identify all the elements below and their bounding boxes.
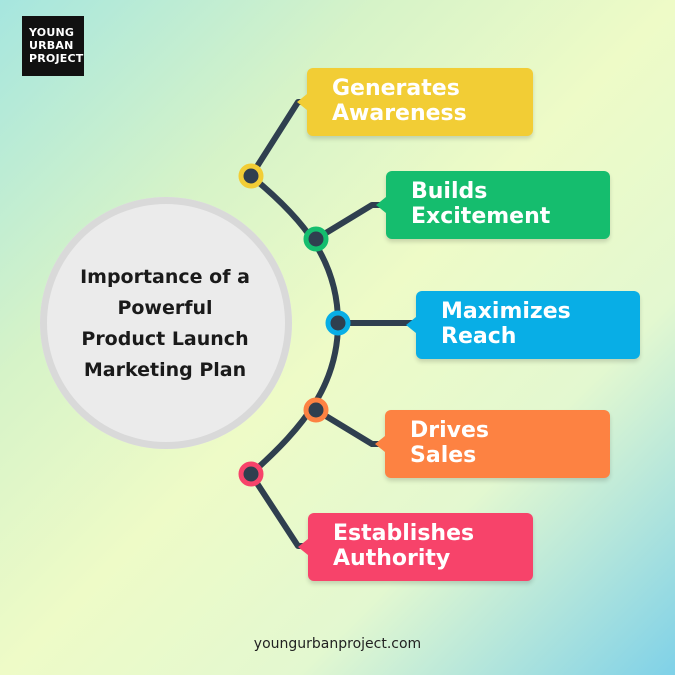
card-maximizes-reach: Maximizes Reach (406, 291, 640, 359)
center-title-line-2: Powerful (117, 297, 213, 319)
footer-url[interactable]: youngurbanproject.com (253, 636, 422, 652)
logo-line-2: URBAN (29, 39, 74, 52)
brand-logo: YOUNG URBAN PROJECT (22, 16, 84, 76)
center-title-line-3: Product Launch (81, 328, 249, 350)
card-establishes-authority: Establishes Authority (298, 513, 533, 581)
logo-line-1: YOUNG (29, 26, 75, 39)
card-builds-excitement: Builds Excitement (376, 171, 610, 239)
card-5-line-1: Establishes (333, 521, 475, 546)
branch-line-5 (248, 471, 310, 549)
node-1 (238, 163, 264, 189)
center-title-line-1: Importance of a (80, 266, 250, 288)
card-2-line-2: Excitement (411, 204, 551, 229)
card-5-line-2: Authority (333, 546, 451, 571)
node-2 (303, 226, 329, 252)
card-1-line-2: Awareness (332, 101, 467, 126)
card-generates-awareness: Generates Awareness (297, 68, 533, 136)
card-3-line-1: Maximizes (441, 299, 571, 324)
center-title: Importance of a Powerful Product Launch … (58, 262, 272, 386)
card-3-line-2: Reach (441, 324, 517, 349)
card-2-line-1: Builds (411, 179, 488, 204)
node-5 (238, 461, 264, 487)
logo-line-3: PROJECT (29, 52, 84, 65)
center-title-line-4: Marketing Plan (83, 359, 247, 381)
card-4-line-2: Sales (410, 443, 477, 468)
branch-line-1 (248, 99, 309, 179)
card-drives-sales: Drives Sales (375, 410, 610, 478)
card-1-line-1: Generates (332, 76, 460, 101)
node-3 (325, 310, 351, 336)
node-4 (303, 397, 329, 423)
center-circle (40, 197, 292, 449)
card-4-line-1: Drives (410, 418, 490, 443)
